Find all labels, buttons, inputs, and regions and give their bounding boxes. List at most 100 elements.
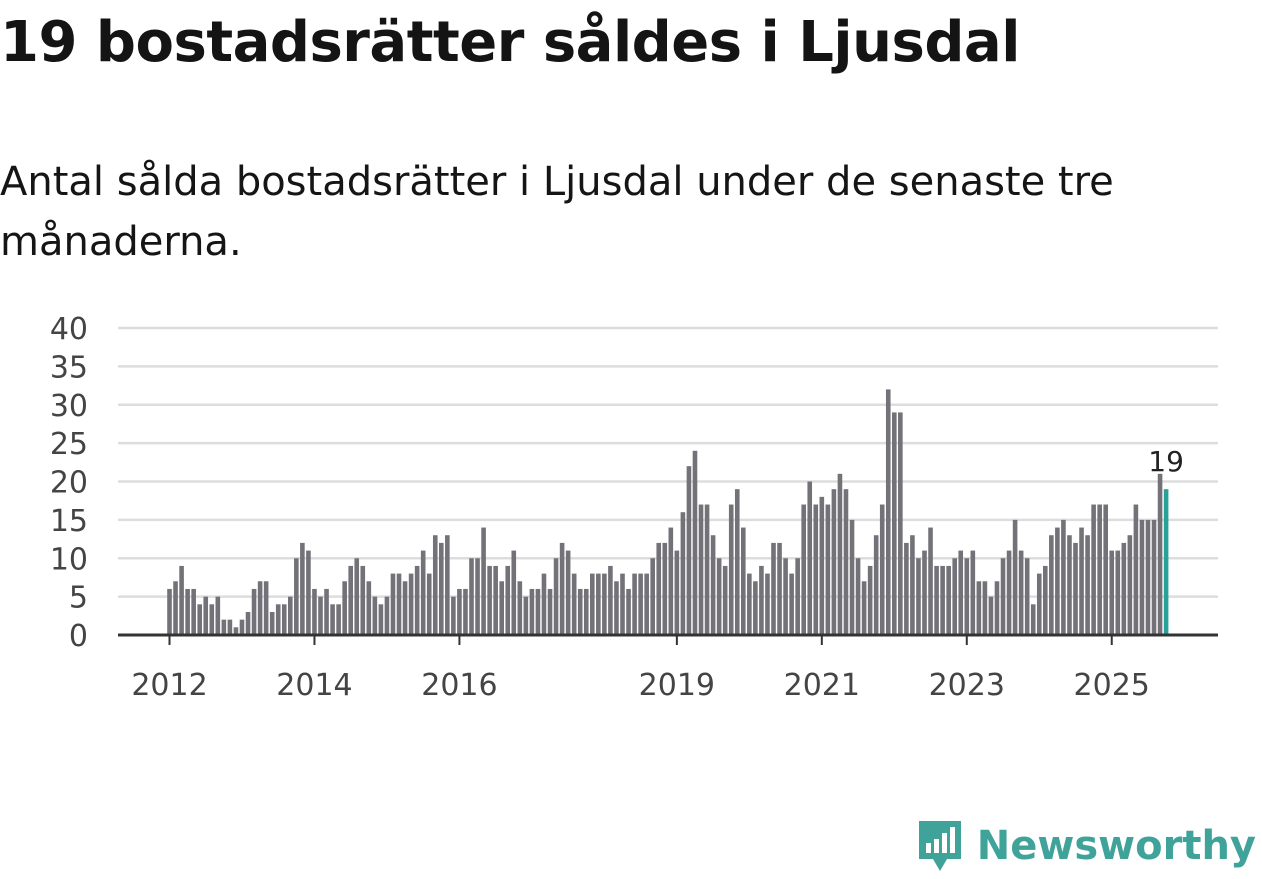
bar	[426, 573, 432, 635]
y-tick-label: 25	[50, 427, 88, 462]
bar	[354, 558, 360, 635]
bar	[692, 450, 698, 635]
bar	[753, 581, 758, 635]
bar	[553, 558, 559, 635]
bar	[602, 573, 607, 635]
bar	[571, 573, 577, 635]
bar	[1024, 558, 1030, 635]
brand-logo[interactable]: Newsworthy	[915, 817, 1256, 875]
bar	[1000, 558, 1006, 635]
bar	[632, 573, 637, 635]
bar	[982, 581, 988, 635]
bar	[620, 573, 625, 635]
bar	[1073, 542, 1078, 635]
bar	[463, 588, 468, 635]
bar	[475, 558, 480, 635]
x-tick-label: 2019	[639, 668, 715, 703]
bar	[831, 489, 837, 635]
x-tick-label: 2023	[929, 668, 1005, 703]
bar	[813, 504, 819, 635]
bar	[1109, 550, 1115, 635]
bar	[1018, 550, 1024, 635]
bar	[861, 581, 867, 635]
bar	[910, 535, 915, 635]
bar	[716, 558, 722, 635]
bar	[837, 473, 843, 635]
bar	[1049, 535, 1054, 635]
bar	[958, 550, 964, 635]
bar	[197, 604, 202, 635]
bar-highlight	[1163, 489, 1169, 635]
bar	[372, 596, 378, 635]
bar	[867, 565, 873, 635]
y-tick-label: 5	[69, 581, 88, 616]
bar	[173, 581, 178, 635]
bar	[1067, 535, 1072, 635]
bar	[505, 565, 511, 635]
y-tick-label: 0	[69, 619, 88, 654]
bar	[493, 565, 498, 635]
bar	[976, 581, 982, 635]
bar	[765, 573, 770, 635]
bar	[378, 604, 384, 635]
bar	[402, 581, 408, 635]
bar	[336, 604, 341, 635]
bar	[348, 565, 353, 635]
bar	[892, 412, 897, 635]
bar	[819, 496, 825, 635]
bar	[741, 527, 746, 635]
data-label: 19	[1148, 445, 1184, 478]
bar	[239, 619, 245, 635]
bar	[481, 527, 486, 635]
bar	[191, 588, 196, 635]
bar	[608, 565, 613, 635]
bar	[577, 588, 583, 635]
bar	[759, 565, 764, 635]
bar	[807, 481, 813, 635]
newsworthy-logo-icon	[918, 821, 961, 871]
bar	[523, 596, 529, 635]
bar	[777, 542, 782, 635]
bar	[1006, 550, 1012, 635]
bar	[439, 542, 444, 635]
bar	[499, 581, 504, 635]
bar	[1127, 535, 1133, 635]
bar	[988, 596, 994, 635]
bar	[734, 489, 740, 635]
bar	[185, 588, 190, 635]
bar	[227, 619, 233, 635]
bar	[167, 588, 172, 635]
bar	[288, 596, 293, 635]
bar	[559, 542, 565, 635]
y-tick-label: 10	[50, 542, 88, 577]
bar	[432, 535, 438, 635]
bar	[1061, 519, 1066, 635]
bar	[1121, 542, 1127, 635]
bar	[873, 535, 879, 635]
bar	[384, 596, 390, 635]
bar	[1079, 527, 1084, 635]
bar	[934, 565, 939, 635]
bar	[1145, 519, 1151, 635]
x-tick-label: 2012	[131, 668, 207, 703]
bar	[312, 588, 317, 635]
bar	[469, 558, 474, 635]
bar	[487, 565, 492, 635]
x-tick-label: 2016	[421, 668, 497, 703]
bar	[674, 550, 680, 635]
bar	[275, 604, 281, 635]
bar	[583, 588, 589, 635]
bar	[1043, 565, 1048, 635]
bar	[596, 573, 601, 635]
bar	[626, 588, 631, 635]
bar	[330, 604, 335, 635]
bar	[940, 565, 945, 635]
bar	[457, 588, 462, 635]
bar	[970, 550, 976, 635]
bar	[451, 596, 456, 635]
bar	[541, 573, 547, 635]
bar	[771, 542, 776, 635]
bar	[1139, 519, 1145, 635]
x-tick-label: 2021	[784, 668, 860, 703]
bar	[644, 573, 649, 635]
